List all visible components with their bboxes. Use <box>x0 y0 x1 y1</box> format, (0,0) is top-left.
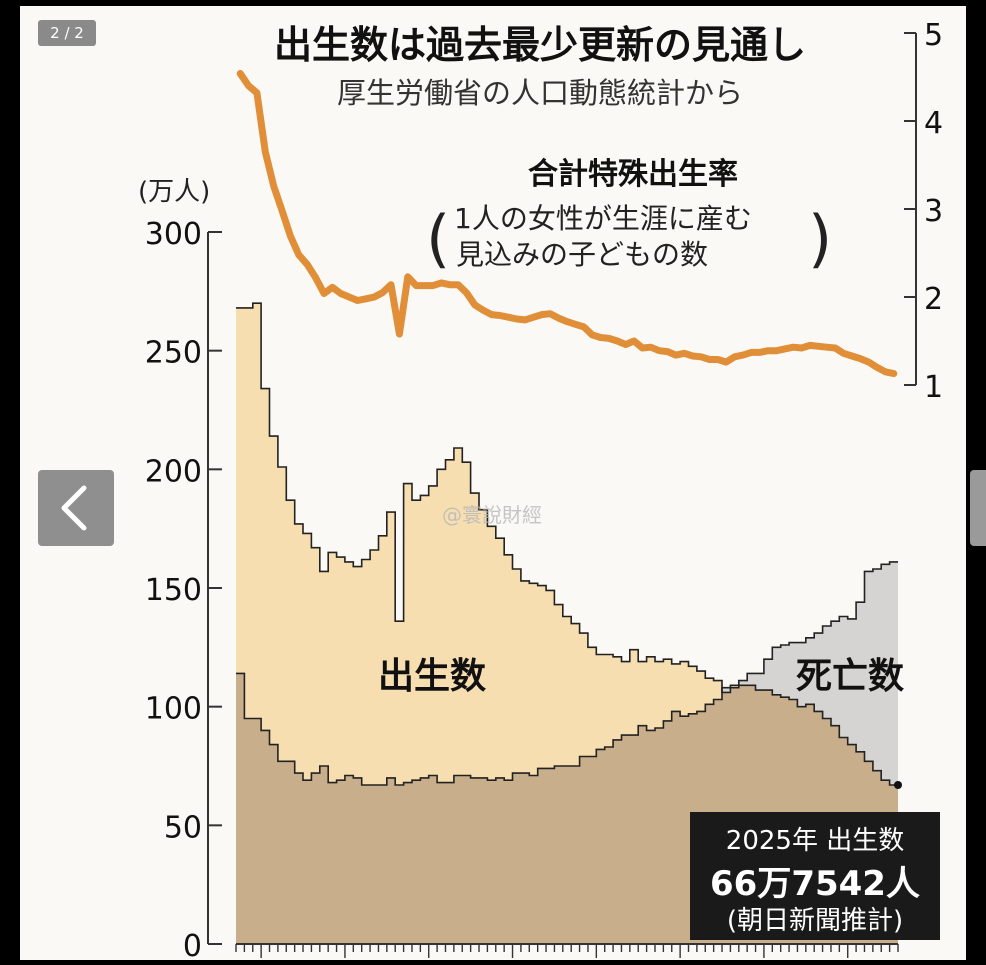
left-tick-label: 300 <box>145 217 202 252</box>
tfr-line <box>236 70 898 378</box>
chart-subtitle: 厚生労働省の人口動態統計から <box>337 76 743 110</box>
left-tick-label: 50 <box>164 810 202 845</box>
left-tick-label: 250 <box>145 336 202 371</box>
left-axis: 0 50 100 150 200 250 300 <box>145 217 222 964</box>
right-tick-label: 1 <box>924 370 943 405</box>
left-tick-label: 200 <box>145 454 202 489</box>
tfr-note-line1: 1人の女性が生涯に産む <box>454 202 752 235</box>
next-image-button[interactable] <box>970 470 986 546</box>
annotation-line2: 66万7542人 <box>710 864 920 904</box>
image-counter: 2 / 2 <box>38 20 96 46</box>
prev-image-button[interactable] <box>38 470 114 546</box>
chart-title: 出生数は過去最少更新の見通し <box>274 23 806 67</box>
tfr-title: 合計特殊出生率 <box>528 157 738 192</box>
x-axis <box>235 943 899 958</box>
tfr-paren-left: ( <box>426 202 450 275</box>
right-tick-label: 2 <box>924 282 943 317</box>
tfr-note-line2: 見込みの子どもの数 <box>456 238 708 271</box>
left-tick-label: 150 <box>145 573 202 608</box>
chevron-left-icon <box>61 485 87 531</box>
left-axis-unit: (万人) <box>138 177 210 207</box>
deaths-label: 死亡数 <box>796 656 904 697</box>
tfr-paren-right: ) <box>808 202 832 275</box>
right-axis: 1 2 3 4 5 <box>904 18 943 405</box>
right-tick-label: 3 <box>924 194 943 229</box>
watermark: @寰說財經 <box>442 503 542 527</box>
annotation-line1: 2025年 出生数 <box>725 826 905 856</box>
right-tick-label: 4 <box>924 106 943 141</box>
births-label: 出生数 <box>378 656 486 697</box>
left-tick-label: 100 <box>145 692 202 727</box>
births-outline <box>236 302 898 786</box>
right-tick-label: 5 <box>924 18 943 53</box>
tfr-line-group <box>236 70 898 378</box>
latest-birth-marker <box>894 780 902 789</box>
deaths-outline <box>236 561 898 786</box>
annotation-line3: (朝日新聞推計) <box>726 906 904 936</box>
annotation-box: 2025年 出生数 66万7542人 (朝日新聞推計) <box>690 812 940 940</box>
left-tick-label: 0 <box>183 929 202 964</box>
